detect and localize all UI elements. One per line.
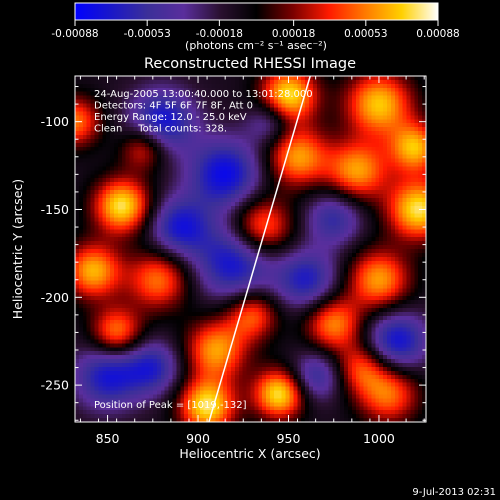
y-tick-label: -250 (41, 378, 69, 393)
x-tick-label: 900 (186, 431, 210, 446)
info-line-counts: Clean Total counts: 328. (94, 124, 227, 135)
y-tick-label: -100 (41, 114, 69, 129)
colorbar-tick-label: -0.00053 (124, 28, 171, 40)
colorbar-tick-label: -0.00088 (51, 28, 98, 40)
observation-info: 24-Aug-2005 13:00:40.000 to 13:01:28.000… (94, 89, 313, 411)
info-line-energy: Energy Range: 12.0 - 25.0 keV (94, 112, 247, 123)
info-line-detectors: Detectors: 4F 5F 6F 7F 8F, Att 0 (94, 101, 253, 112)
y-tick-label: -150 (41, 202, 69, 217)
colorbar-unit-label: (photons cm⁻² s⁻¹ asec⁻²) (185, 39, 327, 52)
plot-frame (74, 75, 427, 423)
colorbar-tick-label: -0.00018 (196, 28, 243, 40)
timestamp: 9-Jul-2013 02:31 (412, 487, 496, 498)
solar-limb-line (208, 76, 311, 422)
y-axis-label: Heliocentric Y (arcsec) (10, 179, 25, 319)
heatmap-image (75, 76, 426, 422)
info-line-time: 24-Aug-2005 13:00:40.000 to 13:01:28.000 (94, 89, 313, 100)
x-tick-label: 950 (277, 431, 301, 446)
colorbar-tick-label: 0.00053 (344, 28, 387, 40)
plot-title: Reconstructed RHESSI Image (144, 56, 356, 72)
y-tick-label: -200 (41, 290, 69, 305)
x-tick-label: 850 (96, 431, 120, 446)
peak-position-label: Position of Peak = [1019,-132] (94, 400, 247, 411)
colorbar-ticks: -0.00088 -0.00053 -0.00018 0.00018 0.00053 0.… (51, 20, 460, 40)
x-axis-label: Heliocentric X (arcsec) (179, 446, 320, 461)
colorbar: -0.00088 -0.00053 -0.00018 0.00018 0.00053 0.… (51, 2, 460, 52)
colorbar-tick-label: 0.00018 (272, 28, 315, 40)
colorbar-strip (74, 2, 439, 21)
colorbar-tick-label: 0.00088 (416, 28, 459, 40)
heatmap-area (75, 76, 426, 422)
plot-axes: 850 900 950 1000 -100 -150 -200 -250 (41, 75, 427, 446)
x-tick-label: 1000 (363, 431, 395, 446)
